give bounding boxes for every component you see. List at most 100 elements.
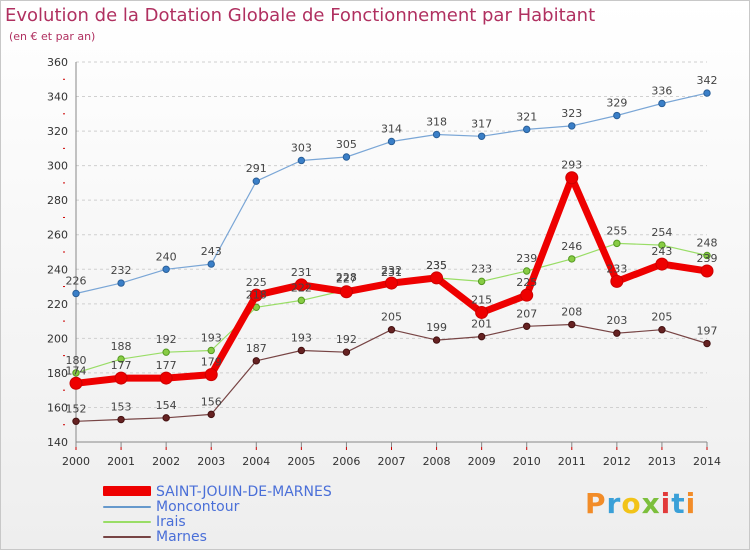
y-tick-label: 140 bbox=[47, 436, 68, 449]
data-point bbox=[568, 255, 576, 263]
logo-letter: P bbox=[585, 487, 607, 520]
data-point bbox=[655, 257, 669, 271]
logo-letter: r bbox=[606, 487, 622, 520]
data-label: 329 bbox=[606, 97, 627, 110]
data-label: 153 bbox=[111, 401, 132, 414]
data-label: 321 bbox=[516, 110, 537, 123]
data-point bbox=[387, 137, 396, 146]
x-tick-label: 2005 bbox=[287, 455, 315, 468]
data-point bbox=[342, 153, 351, 161]
data-label: 177 bbox=[156, 359, 177, 372]
proxiti-logo: Proxiti bbox=[585, 487, 696, 520]
data-point bbox=[658, 326, 666, 334]
data-point bbox=[207, 346, 215, 355]
x-tick-label: 2001 bbox=[107, 455, 135, 468]
data-point bbox=[658, 241, 666, 249]
data-point bbox=[297, 346, 306, 355]
logo-letter: t bbox=[671, 487, 686, 520]
data-point bbox=[207, 410, 215, 419]
y-tick-label: 280 bbox=[47, 194, 68, 207]
x-tick-label: 2004 bbox=[242, 455, 270, 468]
y-tick-label: 160 bbox=[47, 401, 68, 414]
data-point bbox=[477, 332, 486, 341]
data-label: 233 bbox=[606, 262, 627, 275]
data-label: 193 bbox=[291, 331, 312, 344]
data-point bbox=[162, 348, 170, 356]
legend-item-saint-jouin: SAINT-JOUIN-DE-MARNES bbox=[103, 484, 403, 500]
data-point bbox=[523, 322, 531, 330]
data-label: 188 bbox=[111, 340, 132, 353]
data-point bbox=[477, 277, 486, 286]
data-point bbox=[342, 348, 351, 356]
data-point bbox=[117, 355, 125, 363]
data-label: 199 bbox=[426, 321, 447, 334]
data-point bbox=[568, 320, 576, 329]
data-label: 291 bbox=[246, 162, 267, 175]
x-tick-label: 2002 bbox=[152, 455, 180, 468]
data-point bbox=[72, 289, 80, 298]
y-tick-label: 320 bbox=[47, 125, 68, 138]
data-label: 317 bbox=[471, 117, 492, 130]
data-label: 243 bbox=[201, 245, 222, 258]
data-point bbox=[252, 177, 260, 185]
data-point bbox=[204, 368, 218, 382]
data-point bbox=[117, 279, 125, 287]
data-point bbox=[613, 239, 621, 248]
data-label: 215 bbox=[471, 293, 492, 306]
data-point bbox=[339, 285, 353, 299]
data-label: 243 bbox=[651, 245, 672, 258]
data-label: 197 bbox=[697, 325, 718, 338]
data-point bbox=[387, 326, 396, 334]
x-tick-label: 2008 bbox=[423, 455, 451, 468]
legend-swatch bbox=[103, 536, 151, 538]
chart-subtitle: (en € et par an) bbox=[9, 30, 96, 43]
data-label: 240 bbox=[156, 250, 177, 263]
data-point bbox=[658, 99, 666, 108]
y-tick-label: 180 bbox=[47, 367, 68, 380]
data-point bbox=[565, 171, 579, 185]
legend-swatch bbox=[103, 521, 151, 523]
data-label: 205 bbox=[651, 311, 672, 324]
data-point bbox=[252, 357, 260, 365]
data-point bbox=[117, 415, 125, 424]
data-point bbox=[162, 414, 170, 422]
data-point bbox=[159, 371, 173, 385]
data-label: 231 bbox=[381, 266, 402, 279]
data-label: 239 bbox=[516, 252, 537, 265]
data-label: 323 bbox=[561, 107, 582, 120]
logo-letter: i bbox=[685, 487, 697, 520]
data-label: 232 bbox=[381, 264, 402, 277]
x-tick-label: 2014 bbox=[693, 455, 721, 468]
data-label: 218 bbox=[246, 288, 267, 301]
data-label: 314 bbox=[381, 122, 402, 135]
data-point bbox=[523, 125, 531, 134]
data-label: 177 bbox=[111, 359, 132, 372]
data-point bbox=[613, 111, 621, 120]
data-label: 318 bbox=[426, 116, 447, 129]
data-label: 293 bbox=[561, 159, 582, 172]
y-tick-label: 360 bbox=[47, 56, 68, 69]
y-tick-label: 220 bbox=[47, 298, 68, 311]
data-point bbox=[475, 305, 489, 319]
data-point bbox=[69, 376, 83, 390]
data-point bbox=[385, 276, 398, 290]
data-label: 193 bbox=[201, 331, 222, 344]
legend-swatch bbox=[103, 506, 151, 508]
data-label: 192 bbox=[336, 333, 357, 346]
legend: SAINT-JOUIN-DE-MARNES Moncontour Irais M… bbox=[103, 484, 403, 545]
data-point bbox=[613, 329, 621, 337]
data-label: 225 bbox=[516, 276, 537, 289]
data-point bbox=[703, 89, 711, 97]
data-label: 231 bbox=[291, 266, 312, 279]
x-tick-label: 2012 bbox=[603, 455, 631, 468]
data-label: 156 bbox=[201, 395, 222, 408]
data-label: 227 bbox=[336, 273, 357, 286]
legend-label: Marnes bbox=[156, 529, 207, 545]
x-tick-label: 2013 bbox=[648, 455, 676, 468]
data-label: 192 bbox=[156, 333, 177, 346]
data-label: 180 bbox=[66, 354, 87, 367]
data-label: 235 bbox=[426, 259, 447, 272]
data-point bbox=[162, 265, 170, 273]
data-label: 246 bbox=[561, 240, 582, 253]
